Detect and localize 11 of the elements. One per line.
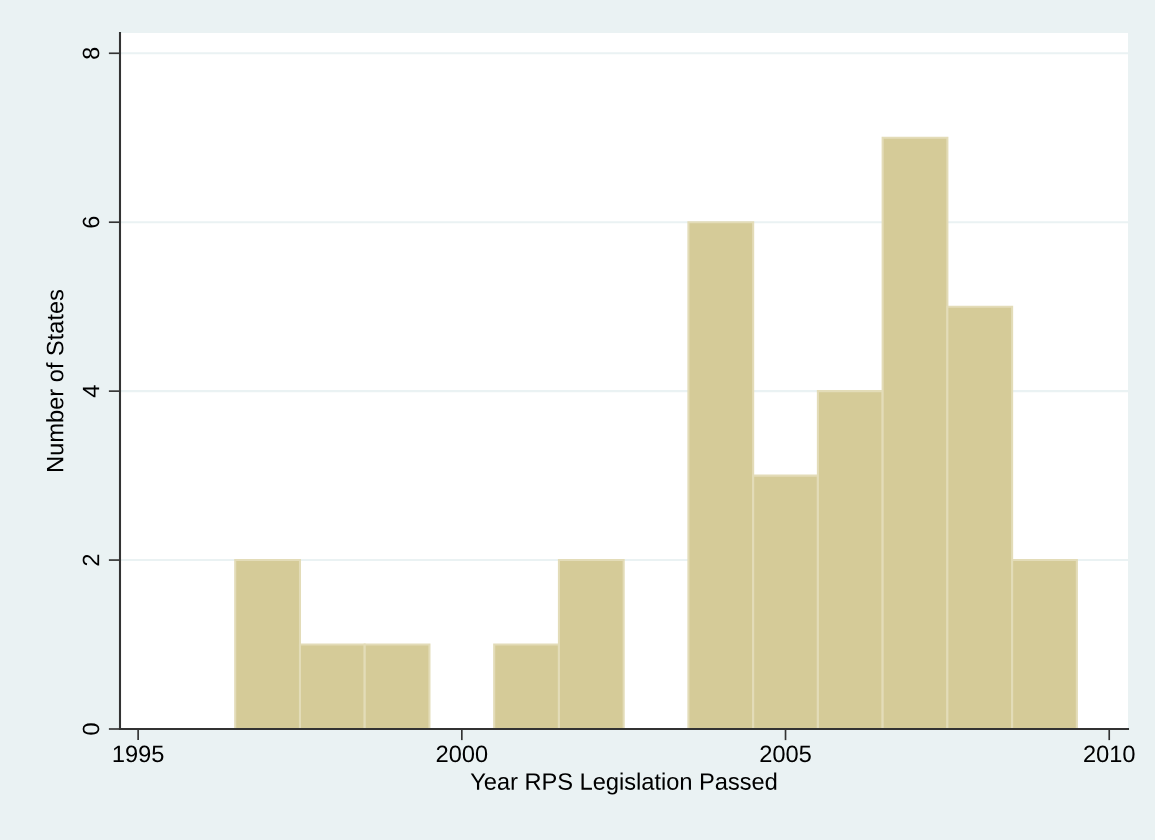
y-tick-label: 6 [82, 216, 100, 228]
y-axis-title: Number of States [46, 289, 64, 471]
y-tick-label: 8 [82, 47, 100, 59]
x-tick-label: 2010 [1084, 745, 1135, 763]
y-tick-label: 2 [82, 554, 100, 566]
x-tick-label: 2005 [760, 745, 811, 763]
y-tick-label: 0 [82, 723, 100, 735]
x-axis-title: Year RPS Legislation Passed [470, 772, 777, 795]
y-tick-label: 4 [82, 385, 100, 398]
x-tick-label: 1995 [113, 745, 164, 763]
x-tick-label: 2000 [436, 745, 488, 763]
